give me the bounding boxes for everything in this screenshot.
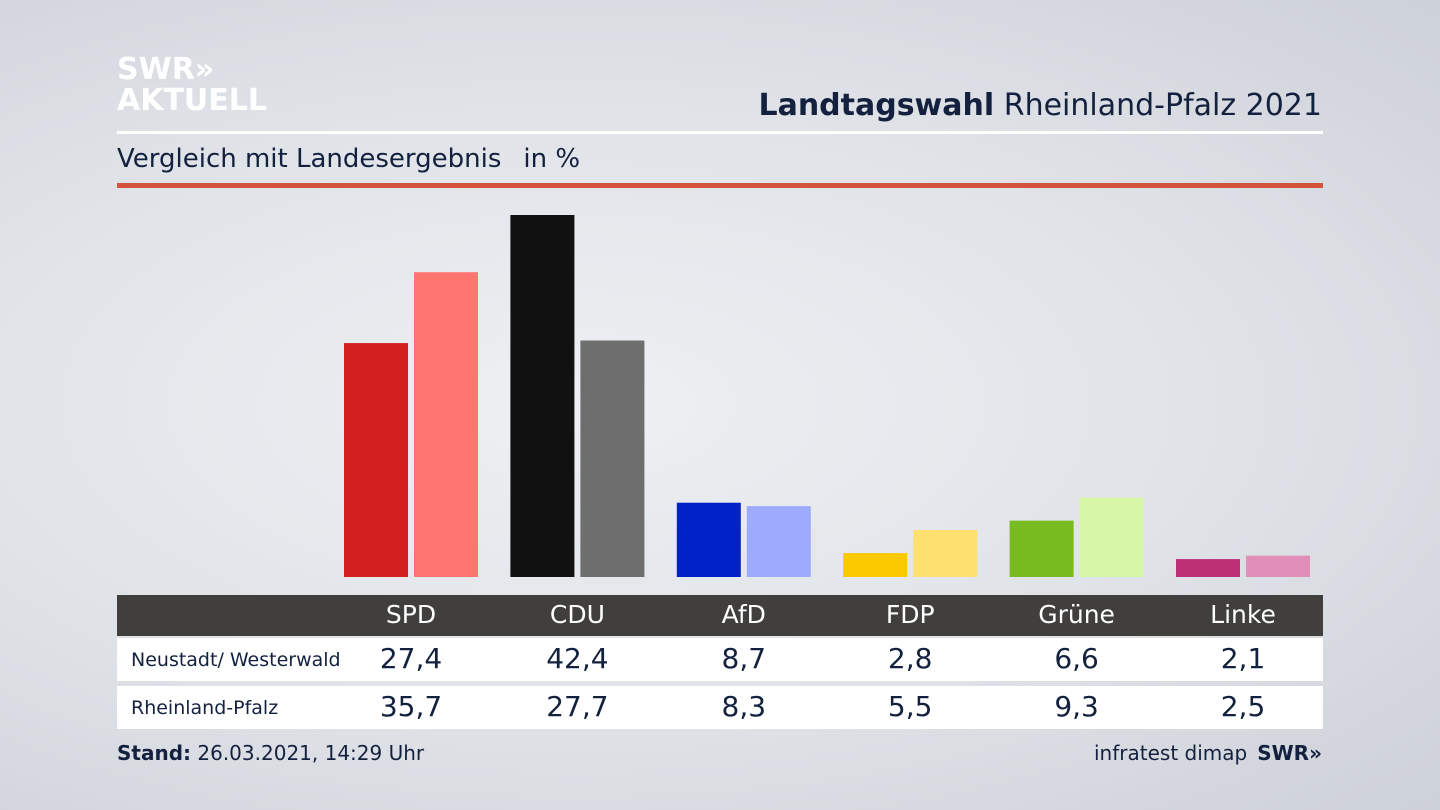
party-label: CDU (549, 600, 605, 629)
accent-line (117, 183, 1323, 188)
party-label: AfD (721, 600, 766, 629)
bar-spd-wahlkreis (344, 343, 408, 577)
bar-cdu-wahlkreis (510, 215, 575, 577)
value-label: 35,7 (379, 690, 443, 723)
table-header: SPD CDU AfD FDP Grüne Linke (117, 595, 1323, 636)
party-label: Grüne (1038, 600, 1115, 629)
party-label: Linke (1210, 600, 1276, 629)
timestamp: Stand: 26.03.2021, 14:29 Uhr (117, 741, 424, 765)
table-row: Neustadt/ Westerwald 27,4 42,4 8,7 2,8 6,6 2,1 (117, 638, 1323, 681)
source-text: infratest dimap (1094, 741, 1248, 765)
party-label: FDP (885, 600, 935, 629)
value-label: 27,7 (546, 690, 609, 723)
value-label: 27,4 (379, 642, 443, 675)
subtitle: Vergleich mit Landesergebnis in % (117, 144, 580, 174)
divider (117, 131, 1323, 134)
value-label: 8,7 (721, 642, 767, 675)
logo-line2: AKTUELL (117, 83, 268, 118)
unit-label: in % (523, 144, 581, 174)
bar-fdp-wahlkreis (843, 553, 908, 577)
value-label: 42,4 (546, 642, 609, 675)
value-label: 6,6 (1054, 642, 1099, 675)
value-label: 2,5 (1220, 690, 1266, 723)
bar-afd-land (746, 506, 811, 577)
source: infratest dimap SWR» (1094, 741, 1322, 765)
title-rest: Rheinland-Pfalz 2021 (1003, 88, 1322, 123)
party-label: SPD (385, 600, 437, 629)
swr-aktuell-logo: SWR» AKTUELL (117, 54, 267, 116)
table-row: Rheinland-Pfalz 35,7 27,7 8,3 5,5 9,3 2,5 (117, 686, 1323, 729)
row-label: Neustadt/ Westerwald (131, 649, 341, 671)
swr-brand: SWR» (1257, 741, 1322, 765)
bar-afd-wahlkreis (676, 502, 741, 577)
stand-value: 26.03.2021, 14:29 Uhr (197, 741, 425, 765)
title-bold: Landtagswahl (758, 88, 995, 123)
bar-spd-land (414, 272, 478, 577)
bar-linke-wahlkreis (1176, 559, 1240, 577)
bar-linke-land (1246, 555, 1310, 577)
value-label: 9,3 (1054, 690, 1099, 723)
value-label: 2,1 (1220, 642, 1266, 675)
value-label: 2,8 (887, 642, 933, 675)
stand-label: Stand: (117, 741, 192, 765)
chart-title: Landtagswahl Rheinland-Pfalz 2021 (758, 88, 1322, 123)
row-label: Rheinland-Pfalz (131, 697, 279, 719)
bar-fdp-land (913, 530, 978, 577)
bar-grüne-wahlkreis (1009, 520, 1074, 577)
logo-line1: SWR» (117, 52, 215, 87)
subtitle-text: Vergleich mit Landesergebnis (117, 144, 502, 174)
value-label: 5,5 (887, 690, 933, 723)
value-label: 8,3 (721, 690, 767, 723)
bar-grüne-land (1079, 497, 1144, 577)
bar-cdu-land (580, 340, 645, 577)
